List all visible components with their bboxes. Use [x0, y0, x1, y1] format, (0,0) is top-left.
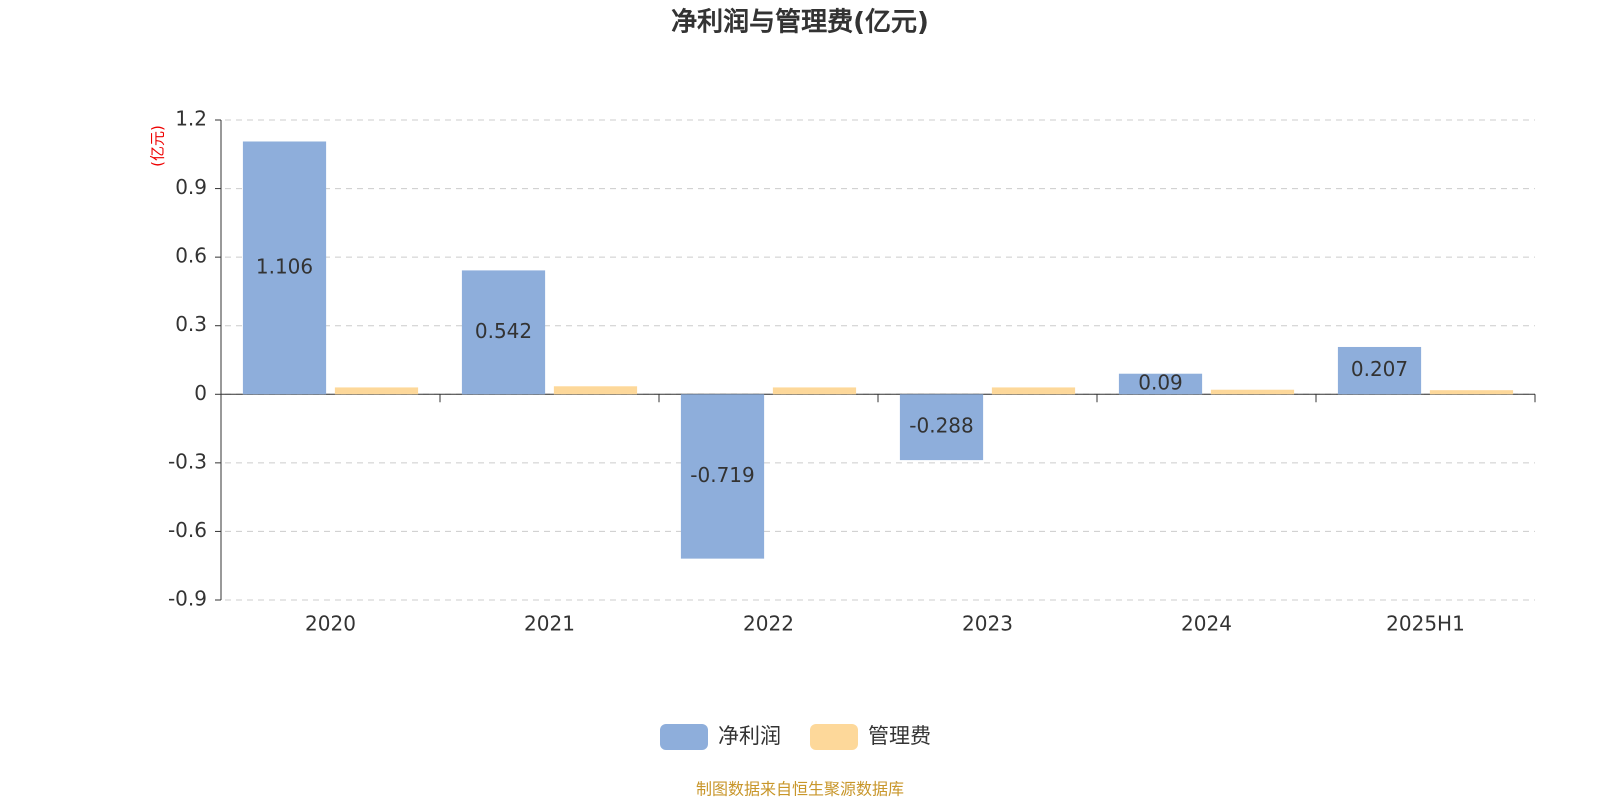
data-label: 0.207 [1351, 357, 1408, 381]
legend-label: 净利润 [718, 724, 781, 748]
y-tick-label: 0.3 [175, 312, 207, 336]
legend-label: 管理费 [868, 724, 931, 748]
bar [1118, 373, 1203, 395]
x-tick-label: 2025H1 [1386, 612, 1465, 636]
y-tick-label: 0.6 [175, 244, 207, 268]
bar [991, 387, 1076, 395]
bar [680, 394, 765, 559]
x-tick-label: 2021 [524, 612, 575, 636]
bar [899, 394, 984, 461]
legend-swatch [810, 724, 858, 750]
bar [1210, 389, 1295, 395]
y-tick-label: 0 [194, 381, 207, 405]
y-tick-label: -0.6 [168, 518, 207, 542]
bar [553, 386, 638, 395]
bar [1337, 346, 1422, 395]
data-label: -0.288 [909, 414, 973, 438]
x-tick-label: 2022 [743, 612, 794, 636]
x-tick-label: 2023 [962, 612, 1013, 636]
y-tick-label: 0.9 [175, 175, 207, 199]
data-label: -0.719 [690, 463, 754, 487]
y-tick-label: -0.9 [168, 587, 207, 611]
y-tick-label: -0.3 [168, 449, 207, 473]
legend-swatch [660, 724, 708, 750]
data-label: 0.09 [1138, 371, 1183, 395]
y-tick-label: 1.2 [175, 107, 207, 131]
data-label: 0.542 [475, 319, 532, 343]
x-tick-label: 2024 [1181, 612, 1232, 636]
bar [772, 387, 857, 395]
footer: 制图数据来自恒生聚源数据库 [696, 780, 904, 799]
chart-title: 净利润与管理费(亿元) [671, 7, 929, 38]
bar [242, 141, 327, 395]
data-label: 1.106 [256, 254, 313, 278]
x-tick-label: 2020 [305, 612, 356, 636]
y-unit: (亿元) [149, 125, 167, 167]
bar [334, 387, 419, 395]
bar [461, 270, 546, 395]
bar [1429, 390, 1514, 395]
